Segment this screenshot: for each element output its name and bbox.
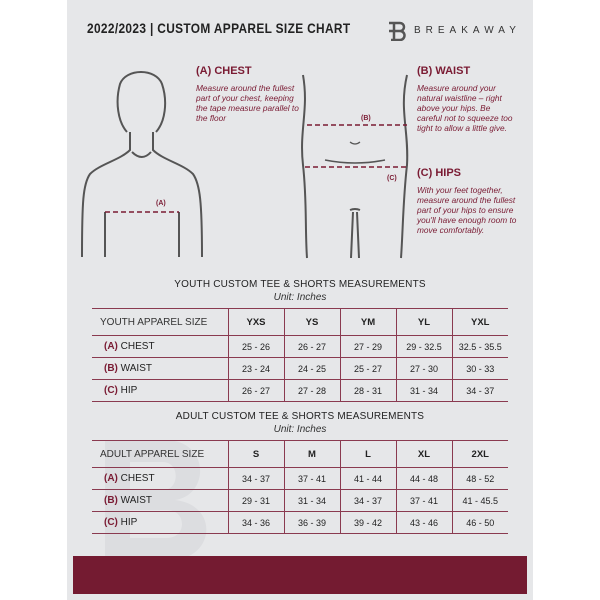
measurement-name: WAIST [120,363,152,374]
size-column-header: YL [395,308,452,336]
youth-unit: Unit: Inches [273,292,327,303]
brand-logo: BREAKAWAY [386,19,521,41]
table-cell: 36 - 39 [283,511,340,534]
table-cell: 34 - 36 [227,511,284,534]
measurement-tag: (C) [104,385,118,396]
measurement-name: HIP [120,517,138,528]
table-cell: 27 - 30 [395,357,452,380]
measurement-name: CHEST [120,341,155,352]
table-row: (B) WAIST 23 - 24 24 - 25 25 - 27 27 - 30 30 … [92,357,508,380]
table-cell: 27 - 28 [283,379,340,402]
size-column-header: YS [283,308,340,336]
table-cell: 29 - 31 [227,489,284,512]
hips-description: With your feet together, measure around … [417,185,517,235]
table-cell: 37 - 41 [283,467,340,490]
hips-marker: (C) [387,175,397,182]
waist-heading: (B) WAIST [417,65,471,77]
table-header-row: YOUTH APPAREL SIZE YXS YS YM YL YXL [92,308,508,336]
table-cell: 34 - 37 [339,489,396,512]
table-cell: 31 - 34 [283,489,340,512]
table-cell: 44 - 48 [395,467,452,490]
size-column-header: L [339,440,396,468]
table-cell: 48 - 52 [451,467,508,490]
waist-description: Measure around your natural waistline – … [417,83,513,133]
table-cell: 26 - 27 [227,379,284,402]
table-cell: 27 - 29 [339,335,396,358]
adult-title: ADULT CUSTOM TEE & SHORTS MEASUREMENTS [175,411,425,422]
table-cell: 34 - 37 [227,467,284,490]
table-row: (A) CHEST 34 - 37 37 - 41 41 - 44 44 - 48 48 … [92,467,508,490]
youth-title: YOUTH CUSTOM TEE & SHORTS MEASUREMENTS [174,279,426,290]
measurement-tag: (A) [104,341,118,352]
size-column-header: M [283,440,340,468]
measurement-label: (C) HIP [92,511,228,534]
logo-b-icon [389,21,406,41]
measurement-tag: (B) [104,363,118,374]
table-cell: 25 - 26 [227,335,284,358]
measurement-label: (B) WAIST [92,489,228,512]
table-cell: 41 - 44 [339,467,396,490]
size-column-header: XL [395,440,452,468]
table-cell: 34 - 37 [451,379,508,402]
measurement-label: (A) CHEST [92,335,228,358]
chest-heading: (A) CHEST [196,65,252,77]
table-cell: 28 - 31 [339,379,396,402]
table-cell: 41 - 45.5 [451,489,508,512]
measurement-tag: (B) [104,495,118,506]
waist-marker: (B) [361,115,371,122]
table-row: (C) HIP 26 - 27 27 - 28 28 - 31 31 - 34 34 - … [92,379,508,402]
table-row: (A) CHEST 25 - 26 26 - 27 27 - 29 29 - 32.5 3… [92,335,508,358]
brand-name: BREAKAWAY [414,24,521,36]
size-column-header: YXL [451,308,508,336]
table-header-row: ADULT APPAREL SIZE S M L XL 2XL [92,440,508,468]
size-column-header: YM [339,308,396,336]
measurement-name: CHEST [120,473,155,484]
youth-size-table: YOUTH APPAREL SIZE YXS YS YM YL YXL (A) CHEST 2… [92,308,508,402]
measurement-label: (B) WAIST [92,357,228,380]
chest-description: Measure around the fullest part of your … [196,83,299,123]
table-cell: 39 - 42 [339,511,396,534]
table-cell: 31 - 34 [395,379,452,402]
table-cell: 37 - 41 [395,489,452,512]
table-cell: 30 - 33 [451,357,508,380]
table-cell: 26 - 27 [283,335,340,358]
table-cell: 46 - 50 [451,511,508,534]
table-row: (B) WAIST 29 - 31 31 - 34 34 - 37 37 - 41 41 … [92,489,508,512]
size-column-header: S [227,440,284,468]
table-cell: 43 - 46 [395,511,452,534]
size-column-header: 2XL [451,440,508,468]
chest-marker: (A) [156,200,166,207]
lower-body-illustration: (B) (C) [301,74,409,259]
measurement-name: HIP [120,385,138,396]
table-cell: 24 - 25 [283,357,340,380]
measurement-tag: (A) [104,473,118,484]
table-cell: 23 - 24 [227,357,284,380]
adult-size-table: ADULT APPAREL SIZE S M L XL 2XL (A) CHEST 34 - … [92,440,508,534]
table-cell: 29 - 32.5 [395,335,452,358]
table-cell: 25 - 27 [339,357,396,380]
size-header: ADULT APPAREL SIZE [92,440,228,468]
adult-unit: Unit: Inches [273,424,327,435]
footer-band [73,556,527,594]
table-cell: 32.5 - 35.5 [451,335,508,358]
size-column-header: YXS [227,308,284,336]
upper-body-illustration: (A) [81,71,203,258]
measurement-tag: (C) [104,517,118,528]
page-title: 2022/2023 | CUSTOM APPAREL SIZE CHART [87,20,351,36]
table-row: (C) HIP 34 - 36 36 - 39 39 - 42 43 - 46 46 - … [92,511,508,534]
measurement-label: (A) CHEST [92,467,228,490]
measurement-name: WAIST [120,495,152,506]
size-header: YOUTH APPAREL SIZE [92,308,228,336]
hips-heading: (C) HIPS [417,167,461,179]
measurement-label: (C) HIP [92,379,228,402]
